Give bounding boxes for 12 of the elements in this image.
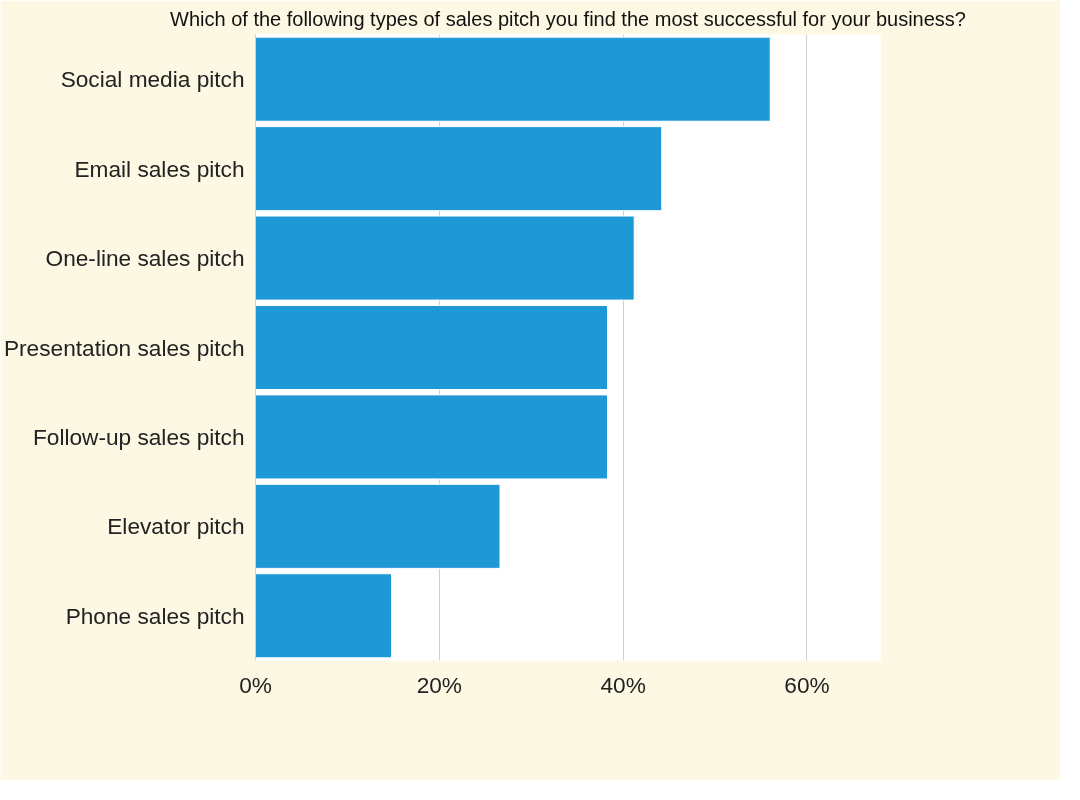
x-tick-label: 20%	[416, 671, 463, 698]
x-tick-label: 60%	[784, 671, 830, 698]
y-tick-label: One-line sales pitch	[45, 245, 245, 272]
chart-title: Which of the following types of sales pitch you find the most successful for your business?	[170, 7, 966, 30]
x-tick-label: 40%	[600, 671, 646, 698]
y-tick-label: Elevator pitch	[107, 513, 245, 540]
y-tick-label: Email sales pitch	[74, 155, 245, 182]
y-tick-label: Presentation sales pitch	[3, 334, 245, 361]
y-tick-label: Phone sales pitch	[65, 602, 245, 629]
y-tick-label: Social media pitch	[60, 66, 245, 93]
y-tick-label: Follow-up sales pitch	[32, 423, 245, 450]
x-tick-label: 0%	[239, 671, 272, 698]
